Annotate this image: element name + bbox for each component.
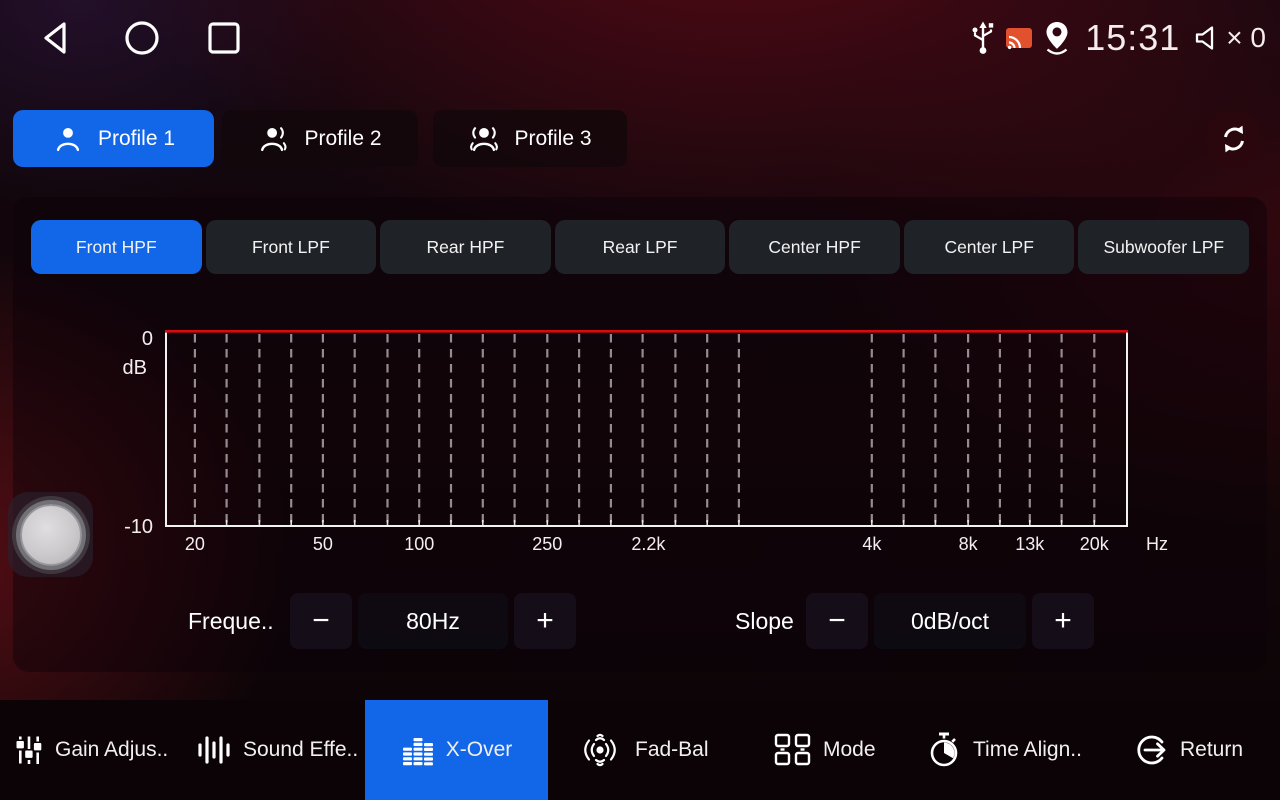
slope-value: 0dB/oct [874,593,1026,649]
x-axis-tick-label: 20k [1079,534,1109,554]
assistive-floating-button[interactable] [8,492,93,577]
frequency-value: 80Hz [358,593,508,649]
x-axis-tick-label: 8k [958,534,978,554]
usb-icon [970,20,996,56]
clock: 15:31 [1085,17,1181,58]
profile-1-tab[interactable]: Profile 1 [13,110,214,167]
nav-return-label: Return [1180,738,1244,761]
slope-minus-button[interactable]: − [806,593,868,649]
y-axis-ticks: dB 0 -10 [107,328,159,538]
filter-tab-front-lpf[interactable]: Front LPF [205,220,377,274]
bottom-nav-bar: Gain Adjus.. Sound Effe.. [0,700,1280,800]
sync-icon [1218,123,1250,155]
volume-level: × 0 [1226,22,1266,53]
nav-mode-label: Mode [823,738,876,761]
nav-sound-effects[interactable]: Sound Effe.. [196,700,358,800]
recents-icon [206,20,242,56]
frequency-plus-button[interactable]: + [514,593,576,649]
user-icon [52,123,84,155]
recents-button[interactable] [206,20,242,56]
x-axis-unit-label: Hz [1146,534,1168,554]
frequency-response-chart: dB 0 -10 Hz 20 50 100 250 2.2k 4k 8k 13k 20k [123,328,1168,554]
x-axis-tick-label: 20 [184,534,205,554]
slope-label: Slope [735,607,794,634]
nav-xover-label: X-Over [445,738,513,761]
nav-fad-bal-label: Fad-Bal [635,738,709,761]
nav-xover[interactable]: X-Over [365,700,548,800]
volume-indicator: × 0 [1193,22,1266,54]
profile-2-label: Profile 2 [304,126,382,150]
x-axis-ticks: Hz 20 50 100 250 2.2k 4k 8k 13k 20k [165,534,1168,558]
cast-icon [1005,27,1033,50]
stopwatch-icon [926,731,962,769]
x-axis-tick-label: 13k [1015,534,1045,554]
location-icon [1042,20,1072,56]
x-axis-tick-label: 250 [532,534,563,554]
mixer-sliders-icon [14,734,44,766]
filter-tab-row: Front HPF Front LPF Rear HPF Rear LPF Ce… [31,220,1250,274]
nav-gain-adjust-label: Gain Adjus.. [55,738,169,761]
plus-icon: + [536,604,554,637]
x-axis-tick-label: 2.2k [631,534,666,554]
x-axis-tick-label: 50 [312,534,333,554]
filter-tab-center-hpf[interactable]: Center HPF [729,220,900,274]
filter-tab-subwoofer-lpf[interactable]: Subwoofer LPF [1078,220,1250,274]
filter-tab-front-hpf[interactable]: Front HPF [31,220,202,274]
nav-fad-bal[interactable]: Fad-Bal [576,700,709,800]
equalizer-bars-icon [401,734,435,766]
nav-return[interactable]: Return [1133,700,1243,800]
profile-2-tab[interactable]: Profile 2 [222,110,418,167]
home-icon [122,18,162,58]
nav-sound-effects-label: Sound Effe.. [243,738,359,761]
chart-plot-area [165,330,1128,527]
speaker-grid-icon [772,732,812,768]
speaker-waves-icon [576,731,624,769]
frequency-label: Freque.. [188,607,274,634]
nav-gain-adjust[interactable]: Gain Adjus.. [14,700,168,800]
nav-mode[interactable]: Mode [772,700,876,800]
refresh-profiles-button[interactable] [1205,110,1262,167]
x-axis-tick-label: 4k [862,534,882,554]
plus-icon: + [1054,604,1072,637]
profile-3-label: Profile 3 [514,126,592,150]
nav-time-align-label: Time Align.. [973,738,1082,761]
back-button[interactable] [38,20,72,56]
minus-icon: − [312,604,330,637]
y-axis-unit-label: dB [122,357,147,379]
minus-icon: − [828,604,846,637]
status-bar: 15:31 × 0 [0,0,1280,76]
home-button[interactable] [122,18,162,58]
return-arrow-icon [1133,732,1169,768]
xover-panel: Front HPF Front LPF Rear HPF Rear LPF Ce… [13,197,1267,672]
user-arc-icon [258,123,290,155]
filter-tab-center-lpf[interactable]: Center LPF [903,220,1075,274]
filter-tab-rear-hpf[interactable]: Rear HPF [380,220,551,274]
profile-bar: Profile 1 Profile 2 [13,110,1267,167]
y-axis-tick-label: -10 [124,516,153,538]
nav-time-align[interactable]: Time Align.. [926,700,1082,800]
volume-muted-icon [1193,24,1223,52]
profile-1-label: Profile 1 [97,126,176,150]
x-axis-tick-label: 100 [404,534,435,554]
assistive-ball-icon [19,503,82,566]
back-icon [38,20,72,56]
waveform-icon [196,734,232,766]
frequency-minus-button[interactable]: − [290,593,352,649]
slope-plus-button[interactable]: + [1032,593,1094,649]
filter-tab-rear-lpf[interactable]: Rear LPF [554,220,726,274]
y-axis-tick-label: 0 [141,328,153,350]
profile-3-tab[interactable]: Profile 3 [433,110,627,167]
user-arcs-icon [468,123,500,155]
